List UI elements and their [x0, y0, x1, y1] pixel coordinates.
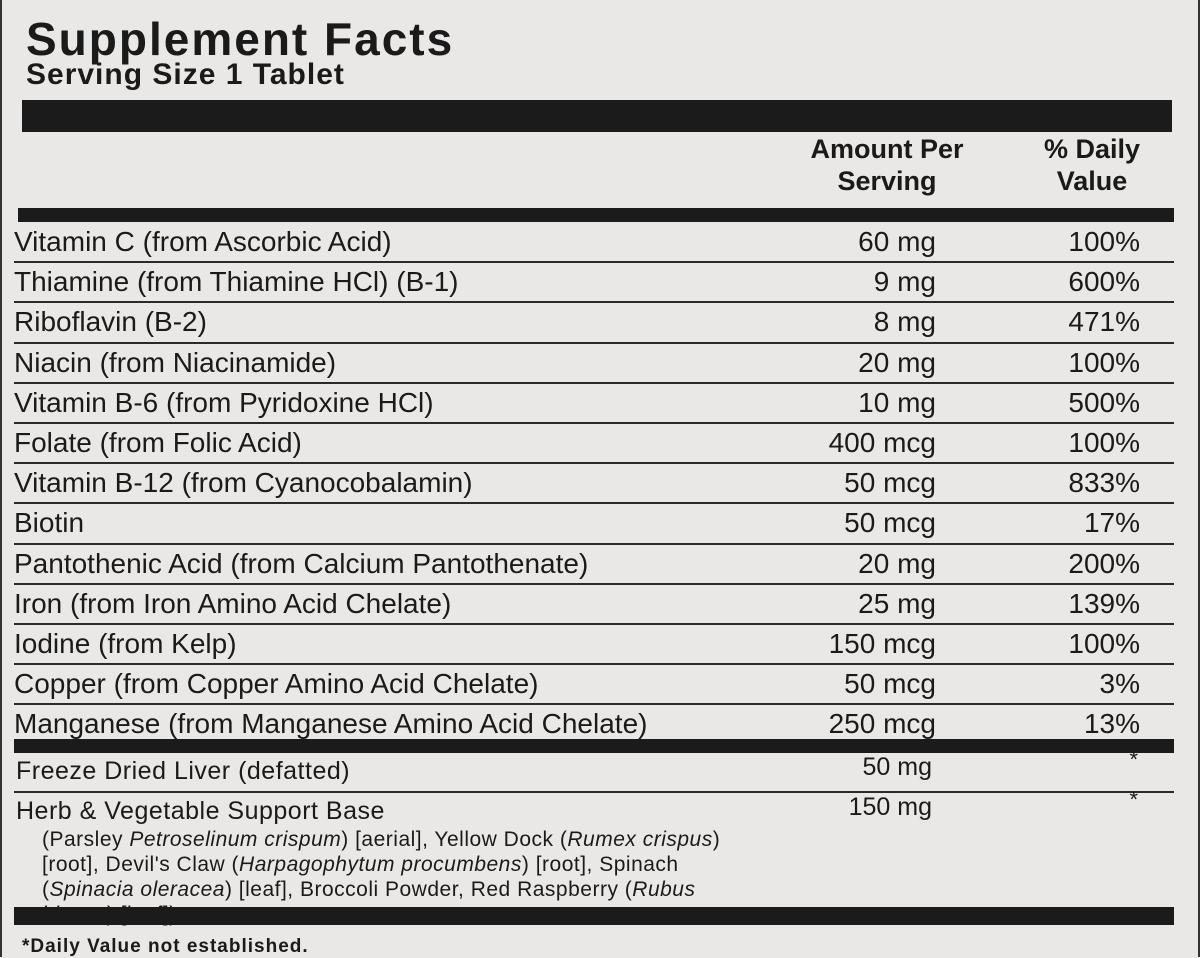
daily-value: 13%: [1083, 708, 1140, 740]
row-rule: [14, 462, 1174, 465]
nutrient-name: Vitamin B-12 (from Cyanocobalamin): [14, 467, 473, 499]
daily-value: 600%: [1068, 266, 1140, 298]
daily-value: 17%: [1083, 507, 1140, 539]
daily-value: *: [1129, 786, 1138, 812]
row-rule: [14, 542, 1174, 545]
description-text: ) [leaf], Broccoli Powder, Red Raspberry…: [224, 877, 633, 901]
latin-name: Harpagophytum procumbens: [239, 852, 522, 876]
row-rule: [14, 381, 1174, 384]
daily-value: 471%: [1068, 306, 1140, 338]
title: Supplement Facts: [26, 13, 455, 65]
nutrient-name: Manganese (from Manganese Amino Acid Che…: [14, 708, 648, 740]
row-rule: [14, 502, 1174, 505]
daily-value: 833%: [1068, 467, 1140, 499]
ingredient-name: Herb & Vegetable Support Base: [16, 796, 385, 825]
row-rule: [14, 582, 1174, 585]
amount: 8 mg: [873, 306, 936, 338]
row-rule: [14, 422, 1174, 424]
nutrient-name: Iodine (from Kelp): [14, 628, 237, 659]
nutrient-name: Vitamin C (from Ascorbic Acid): [14, 226, 392, 257]
nutrient-name: Folate (from Folic Acid): [14, 427, 302, 458]
row-rule: [14, 341, 1174, 344]
description-text: ) [root], Spinach (: [42, 852, 679, 901]
nutrient-name: Niacin (from Niacinamide): [14, 346, 337, 378]
row-rule: [14, 261, 1174, 264]
row-rule: [14, 663, 1174, 666]
daily-value: 200%: [1068, 547, 1140, 579]
nutrient-name: Thiamine (from Thiamine HCl) (B-1): [14, 266, 459, 298]
thick-bar: [14, 738, 1174, 753]
ingredient-name: Freeze Dried Liver (defatted): [16, 756, 351, 785]
nutrient-name: Copper (from Copper Amino Acid Chelate): [14, 668, 539, 700]
daily-value: 100%: [1068, 346, 1140, 378]
amount: 150 mcg: [828, 628, 936, 659]
amount: 50 mcg: [844, 507, 936, 539]
nutrient-name: Vitamin B-6 (from Pyridoxine HCl): [14, 386, 434, 418]
daily-value: 100%: [1068, 226, 1140, 257]
column-header: Amount Per Serving: [810, 134, 964, 196]
amount: 10 mg: [858, 386, 936, 418]
daily-value: 139%: [1068, 587, 1140, 619]
thick-bar: [14, 907, 1174, 925]
thick-bar: [22, 100, 1172, 132]
medium-bar: [18, 208, 1174, 222]
description-text: ) [root], Devil's Claw (: [42, 827, 721, 876]
footnote: *Daily Value not established.: [22, 936, 309, 957]
row-rule: [14, 301, 1174, 304]
amount: 60 mg: [858, 226, 936, 257]
amount: 50 mg: [862, 752, 932, 781]
amount: 25 mg: [858, 587, 936, 619]
row-rule: [14, 623, 1174, 625]
latin-name: Rumex crispus: [567, 827, 713, 851]
amount: 250 mcg: [828, 708, 936, 740]
latin-name: Petroselinum crispum: [129, 827, 342, 851]
nutrient-name: Biotin: [14, 507, 85, 539]
daily-value: 3%: [1099, 668, 1140, 700]
amount: 20 mg: [858, 346, 936, 378]
column-header: % Daily Value: [1043, 134, 1141, 196]
daily-value: *: [1129, 746, 1138, 772]
daily-value: 100%: [1068, 628, 1140, 659]
nutrient-name: Riboflavin (B-2): [14, 306, 207, 338]
amount: 50 mcg: [844, 467, 936, 499]
description-text: (Parsley: [42, 827, 130, 851]
daily-value: 500%: [1068, 386, 1140, 418]
nutrient-name: Pantothenic Acid (from Calcium Pantothen…: [14, 547, 589, 579]
latin-name: Spinacia oleracea: [49, 877, 225, 901]
amount: 50 mcg: [844, 668, 936, 700]
amount: 150 mg: [848, 792, 932, 821]
row-rule: [14, 790, 1174, 793]
amount: 20 mg: [858, 547, 936, 579]
row-rule: [14, 703, 1174, 706]
amount: 400 mcg: [828, 427, 936, 458]
nutrient-name: Iron (from Iron Amino Acid Chelate): [14, 587, 452, 619]
description-text: ) [aerial], Yellow Dock (: [341, 827, 568, 851]
daily-value: 100%: [1068, 427, 1140, 458]
serving-size: Serving Size 1 Tablet: [26, 58, 345, 91]
amount: 9 mg: [873, 266, 936, 298]
